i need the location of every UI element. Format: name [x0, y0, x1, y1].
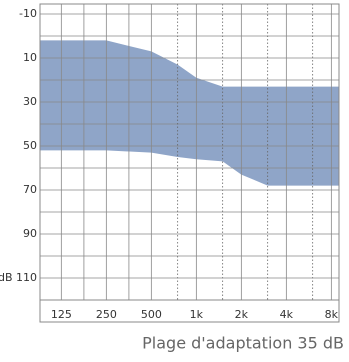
- caption: Plage d'adaptation 35 dB: [142, 334, 344, 353]
- x-tick-label: 1k: [190, 308, 204, 321]
- x-tick-label: 8k: [325, 308, 339, 321]
- x-tick-label: 125: [51, 308, 72, 321]
- x-tick-label: 500: [141, 308, 162, 321]
- y-tick-label: dB 110: [0, 271, 37, 284]
- y-tick-label: 90: [23, 227, 37, 240]
- y-tick-label: 30: [23, 95, 37, 108]
- fitting-range: [40, 40, 339, 186]
- x-tick-label: 2k: [235, 308, 249, 321]
- y-tick-label: 50: [23, 139, 37, 152]
- y-tick-label: -10: [19, 7, 37, 20]
- y-tick-label: 10: [23, 51, 37, 64]
- x-tick-label: 250: [96, 308, 117, 321]
- x-tick-label: 4k: [280, 308, 294, 321]
- y-tick-label: 70: [23, 183, 37, 196]
- plot-frame: [39, 3, 340, 323]
